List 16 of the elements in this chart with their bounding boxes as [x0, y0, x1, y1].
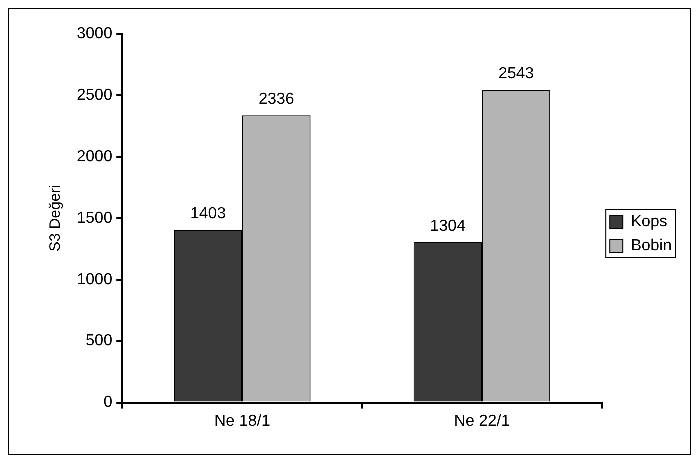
data-label: 2336	[258, 91, 295, 108]
y-tick-label: 1000	[77, 271, 113, 288]
y-tick-label: 500	[86, 332, 113, 350]
y-tick-label: 2000	[77, 148, 113, 166]
y-tick-label: 3000	[77, 25, 113, 42]
data-label: 1403	[190, 206, 226, 223]
y-tick-label: 0	[104, 394, 113, 412]
data-label: 1304	[430, 218, 466, 235]
x-tick-label: Ne 22/1	[454, 412, 510, 430]
legend-label: Bobin	[631, 237, 672, 254]
legend-label: Kops	[631, 213, 668, 230]
x-tick-label: Ne 18/1	[214, 412, 271, 430]
data-label: 2543	[498, 66, 534, 83]
y-axis-title: S3 Değeri	[47, 185, 64, 252]
y-tick-label: 2500	[77, 86, 113, 104]
y-tick-label: 1500	[77, 210, 113, 227]
